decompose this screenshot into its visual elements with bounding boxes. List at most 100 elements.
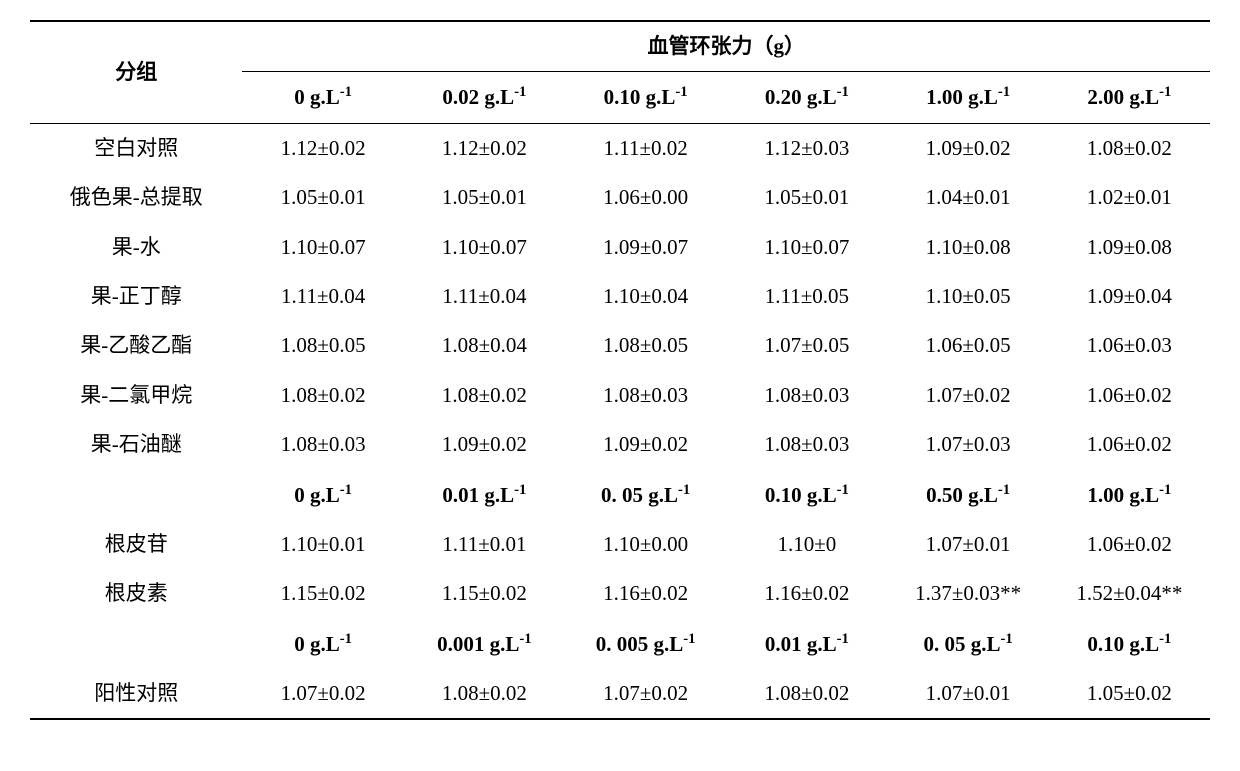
row-label: 果-乙酸乙酯 <box>30 321 242 370</box>
data-cell: 1.08±0.03 <box>242 420 403 469</box>
tension-data-table: 分组 血管环张力（g） 0 g.L-1 0.02 g.L-1 0.10 g.L-… <box>30 20 1210 720</box>
table-row: 果-乙酸乙酯1.08±0.051.08±0.041.08±0.051.07±0.… <box>30 321 1210 370</box>
data-cell: 1.12±0.03 <box>726 123 887 173</box>
conc-header-1: 0.02 g.L-1 <box>404 72 565 123</box>
data-cell: 1.06±0.03 <box>1049 321 1210 370</box>
table-row: 根皮苷1.10±0.011.11±0.011.10±0.001.10±01.07… <box>30 520 1210 569</box>
data-cell: 1.08±0.02 <box>242 371 403 420</box>
table-row: 俄色果-总提取1.05±0.011.05±0.011.06±0.001.05±0… <box>30 173 1210 222</box>
data-cell: 1.07±0.01 <box>887 669 1048 719</box>
data-cell: 1.09±0.02 <box>887 123 1048 173</box>
data-cell: 1.09±0.07 <box>565 223 726 272</box>
data-cell: 1.08±0.03 <box>726 371 887 420</box>
data-cell: 1.10±0.07 <box>726 223 887 272</box>
data-cell: 1.52±0.04** <box>1049 569 1210 618</box>
conc3-0: 0 g.L-1 <box>242 619 403 669</box>
row-label: 俄色果-总提取 <box>30 173 242 222</box>
table-row: 果-水1.10±0.071.10±0.071.09±0.071.10±0.071… <box>30 223 1210 272</box>
conc2-1: 0.01 g.L-1 <box>404 470 565 520</box>
tension-header: 血管环张力（g） <box>242 21 1210 72</box>
conc3-3: 0.01 g.L-1 <box>726 619 887 669</box>
data-cell: 1.08±0.02 <box>1049 123 1210 173</box>
data-cell: 1.10±0 <box>726 520 887 569</box>
data-cell: 1.08±0.04 <box>404 321 565 370</box>
data-cell: 1.07±0.03 <box>887 420 1048 469</box>
conc2-0: 0 g.L-1 <box>242 470 403 520</box>
conc-header-4: 1.00 g.L-1 <box>887 72 1048 123</box>
section3-conc-row: 0 g.L-1 0.001 g.L-1 0. 005 g.L-1 0.01 g.… <box>30 619 1210 669</box>
table-row: 果-石油醚1.08±0.031.09±0.021.09±0.021.08±0.0… <box>30 420 1210 469</box>
group-header: 分组 <box>30 21 242 123</box>
data-cell: 1.09±0.08 <box>1049 223 1210 272</box>
row-label: 果-石油醚 <box>30 420 242 469</box>
data-cell: 1.06±0.02 <box>1049 371 1210 420</box>
table-row: 阳性对照1.07±0.021.08±0.021.07±0.021.08±0.02… <box>30 669 1210 719</box>
data-cell: 1.15±0.02 <box>404 569 565 618</box>
data-cell: 1.09±0.02 <box>565 420 726 469</box>
data-cell: 1.08±0.05 <box>242 321 403 370</box>
section3-body: 阳性对照1.07±0.021.08±0.021.07±0.021.08±0.02… <box>30 669 1210 719</box>
data-cell: 1.05±0.02 <box>1049 669 1210 719</box>
data-cell: 1.10±0.07 <box>242 223 403 272</box>
conc2-3: 0.10 g.L-1 <box>726 470 887 520</box>
conc-header-2: 0.10 g.L-1 <box>565 72 726 123</box>
data-cell: 1.09±0.02 <box>404 420 565 469</box>
data-cell: 1.10±0.07 <box>404 223 565 272</box>
conc2-5: 1.00 g.L-1 <box>1049 470 1210 520</box>
row-label: 阳性对照 <box>30 669 242 719</box>
table-row: 果-二氯甲烷1.08±0.021.08±0.021.08±0.031.08±0.… <box>30 371 1210 420</box>
data-cell: 1.12±0.02 <box>404 123 565 173</box>
row-label: 根皮素 <box>30 569 242 618</box>
conc-header-3: 0.20 g.L-1 <box>726 72 887 123</box>
row-label: 果-正丁醇 <box>30 272 242 321</box>
table-row: 果-正丁醇1.11±0.041.11±0.041.10±0.041.11±0.0… <box>30 272 1210 321</box>
data-cell: 1.05±0.01 <box>726 173 887 222</box>
data-cell: 1.11±0.02 <box>565 123 726 173</box>
data-cell: 1.06±0.02 <box>1049 420 1210 469</box>
conc-header-5: 2.00 g.L-1 <box>1049 72 1210 123</box>
data-cell: 1.11±0.04 <box>404 272 565 321</box>
data-cell: 1.10±0.05 <box>887 272 1048 321</box>
data-cell: 1.10±0.01 <box>242 520 403 569</box>
data-cell: 1.10±0.00 <box>565 520 726 569</box>
data-cell: 1.10±0.04 <box>565 272 726 321</box>
data-cell: 1.08±0.02 <box>726 669 887 719</box>
data-cell: 1.12±0.02 <box>242 123 403 173</box>
conc3-1: 0.001 g.L-1 <box>404 619 565 669</box>
data-cell: 1.07±0.02 <box>565 669 726 719</box>
data-cell: 1.04±0.01 <box>887 173 1048 222</box>
table-row: 空白对照1.12±0.021.12±0.021.11±0.021.12±0.03… <box>30 123 1210 173</box>
table-row: 根皮素1.15±0.021.15±0.021.16±0.021.16±0.021… <box>30 569 1210 618</box>
data-cell: 1.07±0.02 <box>242 669 403 719</box>
data-cell: 1.07±0.02 <box>887 371 1048 420</box>
data-cell: 1.15±0.02 <box>242 569 403 618</box>
conc2-2: 0. 05 g.L-1 <box>565 470 726 520</box>
conc-header-0: 0 g.L-1 <box>242 72 403 123</box>
row-label: 果-水 <box>30 223 242 272</box>
data-cell: 1.16±0.02 <box>726 569 887 618</box>
data-cell: 1.07±0.01 <box>887 520 1048 569</box>
data-cell: 1.06±0.05 <box>887 321 1048 370</box>
data-cell: 1.02±0.01 <box>1049 173 1210 222</box>
conc3-2: 0. 005 g.L-1 <box>565 619 726 669</box>
data-cell: 1.08±0.03 <box>565 371 726 420</box>
row-label: 根皮苷 <box>30 520 242 569</box>
section2-conc-row: 0 g.L-1 0.01 g.L-1 0. 05 g.L-1 0.10 g.L-… <box>30 470 1210 520</box>
data-cell: 1.09±0.04 <box>1049 272 1210 321</box>
data-cell: 1.37±0.03** <box>887 569 1048 618</box>
row-label: 空白对照 <box>30 123 242 173</box>
data-cell: 1.08±0.02 <box>404 371 565 420</box>
data-cell: 1.11±0.04 <box>242 272 403 321</box>
data-cell: 1.11±0.01 <box>404 520 565 569</box>
data-cell: 1.08±0.05 <box>565 321 726 370</box>
data-cell: 1.05±0.01 <box>242 173 403 222</box>
data-cell: 1.06±0.00 <box>565 173 726 222</box>
row-label: 果-二氯甲烷 <box>30 371 242 420</box>
data-cell: 1.06±0.02 <box>1049 520 1210 569</box>
section1-body: 空白对照1.12±0.021.12±0.021.11±0.021.12±0.03… <box>30 123 1210 469</box>
data-cell: 1.05±0.01 <box>404 173 565 222</box>
conc2-4: 0.50 g.L-1 <box>887 470 1048 520</box>
data-cell: 1.08±0.02 <box>404 669 565 719</box>
data-cell: 1.10±0.08 <box>887 223 1048 272</box>
data-cell: 1.07±0.05 <box>726 321 887 370</box>
